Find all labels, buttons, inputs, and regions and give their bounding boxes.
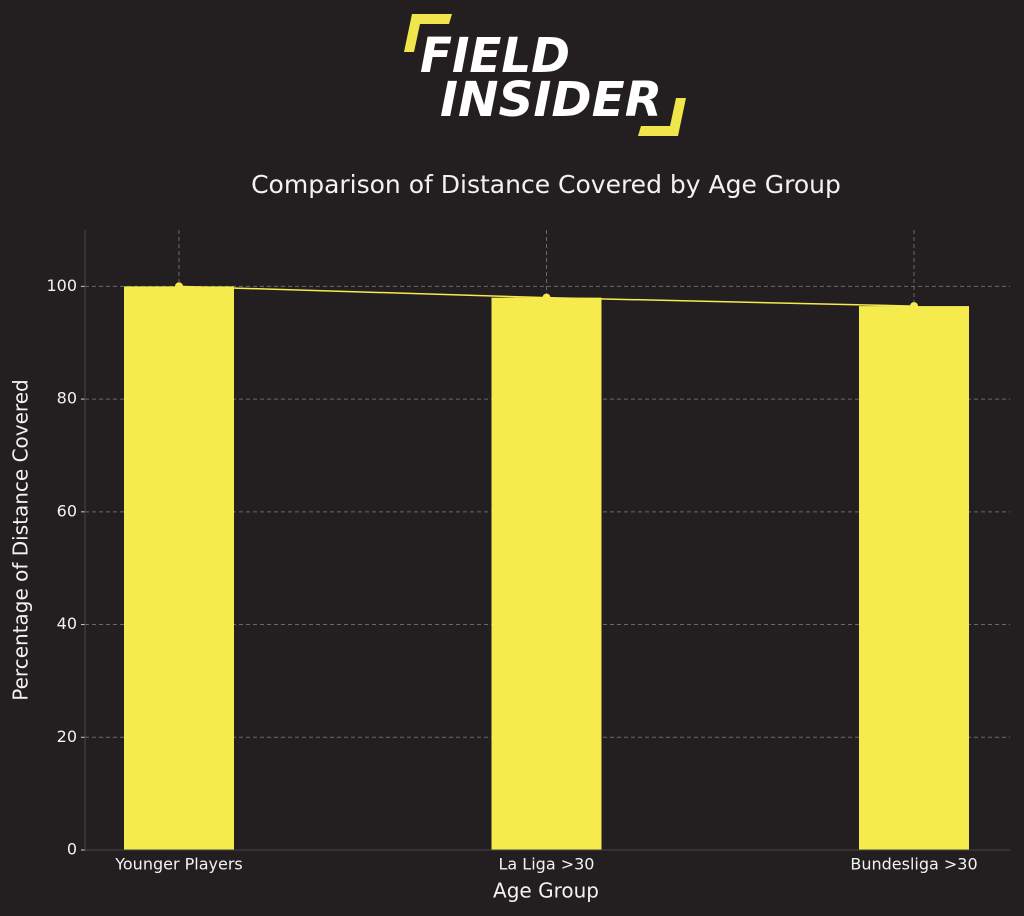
x-tick-label: La Liga >30 [499,855,595,874]
y-tick-label: 100 [46,276,77,295]
y-tick-label: 80 [57,389,77,408]
y-tick-label: 40 [57,614,77,633]
y-tick-label: 0 [67,840,77,859]
logo-bracket [638,98,686,136]
logo-text: FIELD [420,28,570,84]
bar [859,306,969,850]
bar [491,297,602,850]
line-point [910,302,918,311]
y-tick-label: 60 [57,501,77,520]
logo-text: INSIDER [440,72,662,128]
bar [124,286,234,850]
logo: FIELD INSIDER [404,14,686,136]
logo-bracket [404,14,452,52]
x-axis-label: Age Group [493,879,599,903]
x-tick-label: Bundesliga >30 [850,855,977,874]
x-tick-label: Younger Players [114,855,243,874]
line-point [175,282,183,291]
line-point [542,293,551,302]
y-axis-label: Percentage of Distance Covered [9,379,33,700]
chart-title: Comparison of Distance Covered by Age Gr… [251,170,841,199]
y-tick-label: 20 [57,727,77,746]
